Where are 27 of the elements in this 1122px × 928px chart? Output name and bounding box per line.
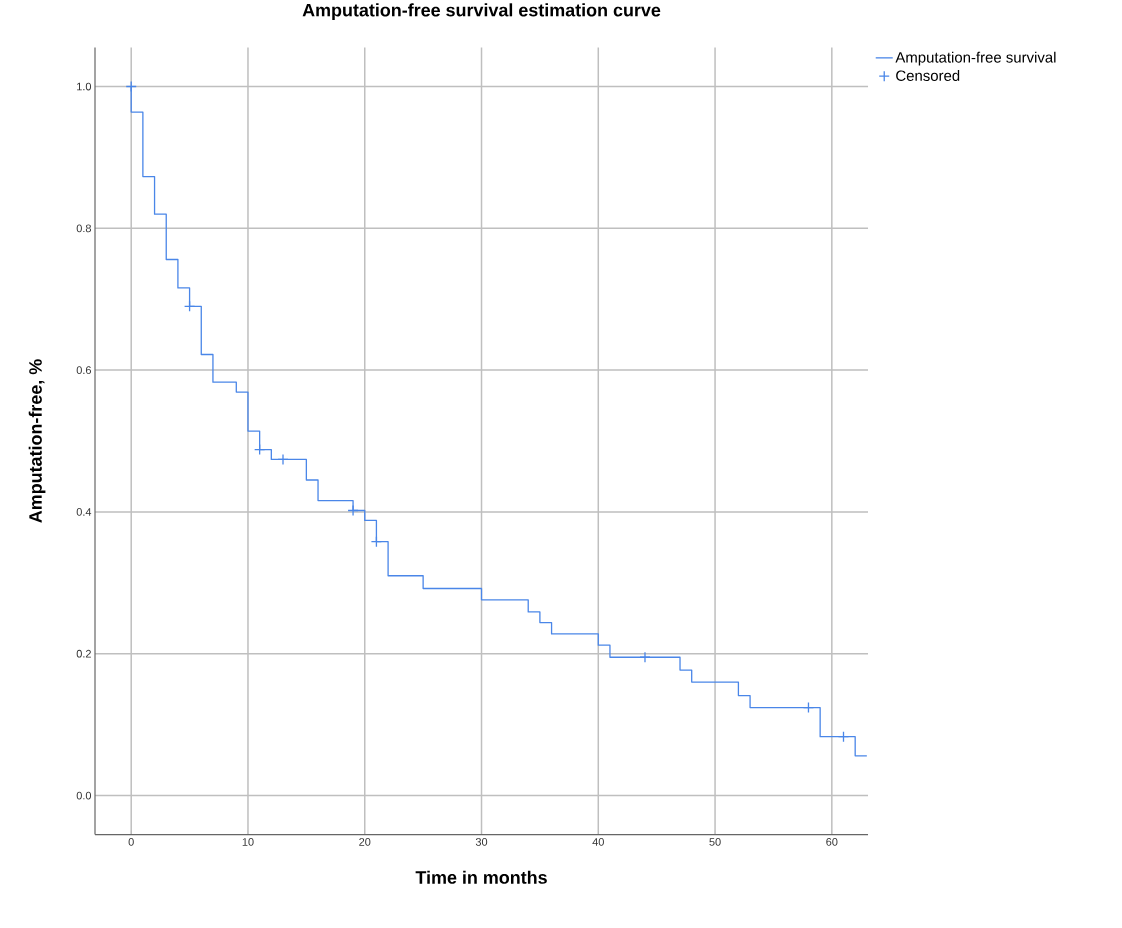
y-tick-label: 0.2 (76, 650, 91, 658)
x-tick-label: 60 (826, 838, 838, 847)
point (183, 300, 196, 313)
y-tick-label: 0.0 (76, 791, 92, 800)
x-tick-label: 0 (128, 838, 134, 847)
y-tick-label: 1.0 (77, 82, 92, 91)
point (370, 536, 383, 548)
point (802, 702, 815, 714)
chart-title: Amputation-free survival estimation curve (302, 3, 661, 21)
x-tick-label: 20 (359, 838, 371, 847)
y-tick-label: 0.6 (76, 366, 91, 375)
point (277, 454, 289, 466)
x-tick-label: 50 (709, 838, 721, 847)
legend-label: Amputation-free survival (895, 51, 1056, 66)
point (639, 651, 651, 664)
y-tick-label: 0.4 (76, 508, 92, 517)
x-tick-label: 30 (475, 838, 488, 847)
x-axis-title: Time in months (415, 870, 547, 885)
point (347, 505, 359, 517)
x-tick-label: 40 (592, 838, 604, 847)
point (837, 731, 850, 743)
legend-label: Censored (896, 70, 960, 82)
point (254, 444, 266, 456)
y-axis-title: Amputation-free, % (28, 359, 46, 523)
y-tick-label: 0.8 (76, 224, 91, 233)
x-tick-label: 10 (242, 838, 254, 847)
point (125, 81, 137, 93)
